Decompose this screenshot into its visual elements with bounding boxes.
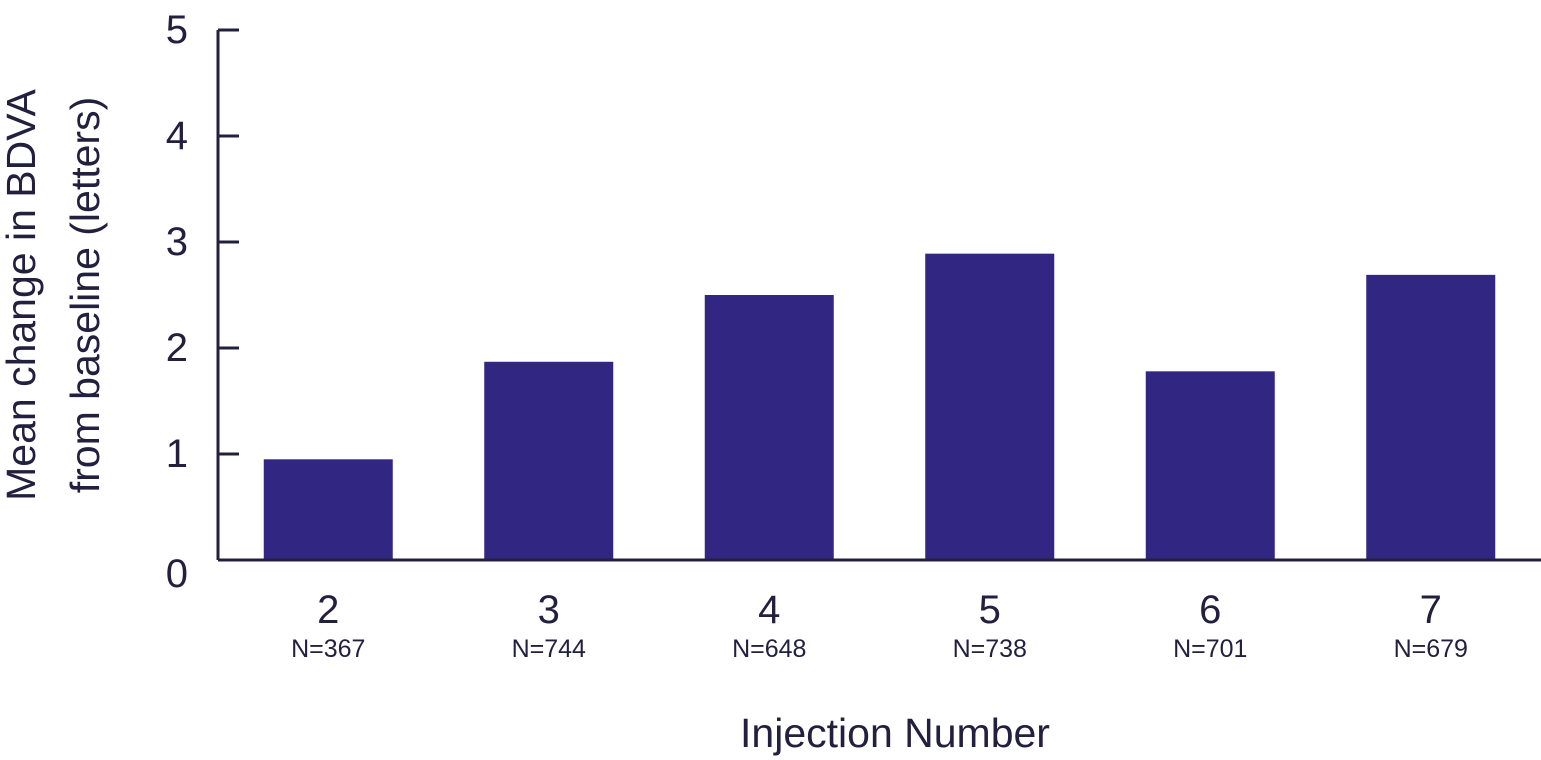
x-axis-ticks: 2 N=367 3 N=744 4 N=648 5 N=738 6 N=701 7 N=679 xyxy=(291,588,1468,663)
x-sample-size-label-3: N=744 xyxy=(512,635,586,663)
y-tick-label-1: 1 xyxy=(166,432,188,476)
x-axis-title: Injection Number xyxy=(740,710,1050,756)
bar-7 xyxy=(1366,274,1496,560)
y-axis-ticks: 0 1 2 3 4 5 xyxy=(166,8,239,596)
x-tick-label-5: 5 xyxy=(979,588,1001,632)
y-axis-title-line-1: Mean change in BDVA xyxy=(0,88,44,500)
y-tick-label-3: 3 xyxy=(166,220,188,264)
y-tick-label-4: 4 xyxy=(166,114,188,158)
x-sample-size-label-4: N=648 xyxy=(732,635,806,663)
bars-group xyxy=(263,253,1496,560)
x-sample-size-label-5: N=738 xyxy=(953,635,1027,663)
x-tick-label-7: 7 xyxy=(1420,588,1442,632)
x-sample-size-label-7: N=679 xyxy=(1394,635,1468,663)
y-axis-title-line-2: from baseline (letters) xyxy=(62,97,108,493)
bar-5 xyxy=(925,253,1055,560)
y-tick-label-0: 0 xyxy=(166,552,188,596)
x-tick-label-3: 3 xyxy=(538,588,560,632)
x-sample-size-label-6: N=701 xyxy=(1173,635,1247,663)
bar-3 xyxy=(484,361,614,560)
y-tick-label-2: 2 xyxy=(166,326,188,370)
x-sample-size-label-2: N=367 xyxy=(291,635,365,663)
bar-6 xyxy=(1145,371,1275,560)
bar-4 xyxy=(704,295,834,560)
x-tick-label-4: 4 xyxy=(758,588,780,632)
x-tick-label-6: 6 xyxy=(1199,588,1221,632)
bar-2 xyxy=(263,459,393,560)
y-axis-title-group: Mean change in BDVA from baseline (lette… xyxy=(0,88,108,500)
x-tick-label-2: 2 xyxy=(317,588,339,632)
y-tick-label-5: 5 xyxy=(166,8,188,52)
